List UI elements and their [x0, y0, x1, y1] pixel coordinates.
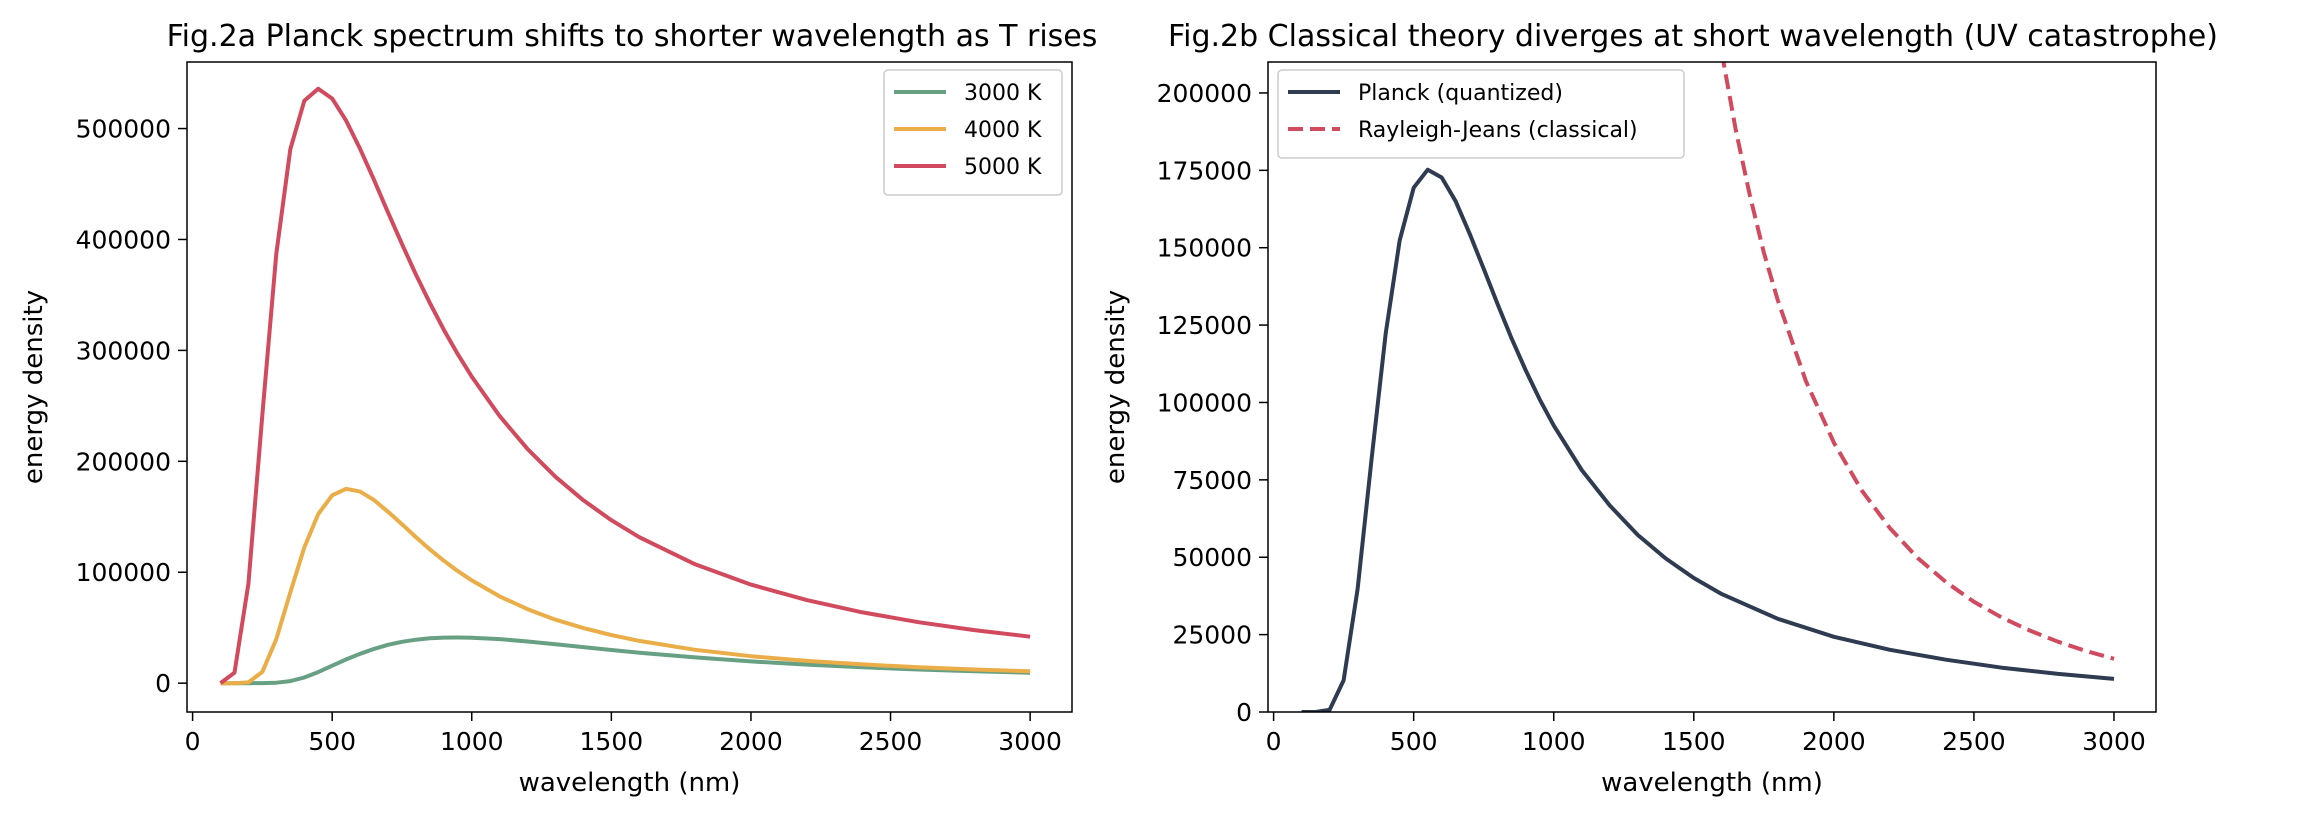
y-tick-label: 100000 [76, 558, 171, 587]
x-tick-label: 1500 [1662, 727, 1726, 756]
chart-panel-1: Fig.2a Planck spectrum shifts to shorter… [19, 19, 1097, 798]
y-tick-label: 150000 [1157, 234, 1252, 263]
x-tick-label: 500 [1390, 727, 1438, 756]
legend: 3000 K 4000 K 5000 K [883, 69, 1063, 196]
legend-box [1277, 69, 1685, 159]
y-axis-label: energy density [1101, 290, 1131, 484]
y-tick-label: 75000 [1172, 466, 1252, 495]
series-line-2 [1721, 62, 2115, 661]
x-tick-label: 500 [308, 727, 356, 756]
series-line-3 [219, 86, 1031, 685]
chart-title: Fig.2b Classical theory diverges at shor… [1168, 19, 2218, 54]
x-tick-label: 0 [185, 727, 201, 756]
legend-label: 4000 K [964, 118, 1042, 143]
y-tick-label: 100000 [1157, 388, 1252, 417]
legend-label: 5000 K [964, 155, 1042, 180]
x-tick-label: 1000 [440, 727, 504, 756]
y-tick-label: 200000 [76, 447, 171, 476]
x-axis-label: wavelength (nm) [519, 768, 741, 798]
y-tick-label: 0 [1236, 698, 1252, 727]
plot-frame [1267, 61, 2157, 713]
y-axis-label: energy density [19, 290, 49, 484]
x-tick-label: 2500 [1942, 727, 2006, 756]
legend: Planck (quantized) Rayleigh-Jeans (classi… [1277, 69, 1685, 159]
plot-frame [186, 61, 1073, 713]
legend-box [883, 69, 1063, 196]
x-tick-label: 2500 [859, 727, 923, 756]
legend-label: Rayleigh-Jeans (classical) [1358, 118, 1638, 143]
x-tick-label: 0 [1266, 727, 1282, 756]
y-tick-label: 125000 [1157, 311, 1252, 340]
chart-panel-2: Fig.2b Classical theory diverges at shor… [1101, 19, 2218, 798]
x-tick-label: 2000 [1802, 727, 1866, 756]
y-tick-label: 175000 [1157, 156, 1252, 185]
y-tick-label: 500000 [76, 115, 171, 144]
y-tick-label: 400000 [76, 225, 171, 254]
chart-title: Fig.2a Planck spectrum shifts to shorter… [167, 19, 1098, 54]
x-tick-label: 2000 [719, 727, 783, 756]
y-tick-label: 50000 [1172, 543, 1252, 572]
y-tick-label: 200000 [1157, 79, 1252, 108]
x-tick-label: 3000 [2082, 727, 2146, 756]
y-tick-label: 25000 [1172, 621, 1252, 650]
x-tick-label: 1500 [580, 727, 644, 756]
series-line-1 [220, 635, 1031, 686]
series-group [1301, 62, 2115, 712]
series-line-1 [1301, 167, 2115, 712]
x-tick-label: 1000 [1522, 727, 1586, 756]
series-line-2 [220, 486, 1031, 686]
x-axis-label: wavelength (nm) [1601, 768, 1823, 798]
y-tick-label: 0 [155, 669, 171, 698]
series-group [219, 86, 1031, 686]
y-tick-label: 300000 [76, 336, 171, 365]
x-tick-label: 3000 [998, 727, 1062, 756]
legend-label: Planck (quantized) [1358, 81, 1563, 106]
legend-label: 3000 K [964, 81, 1042, 106]
